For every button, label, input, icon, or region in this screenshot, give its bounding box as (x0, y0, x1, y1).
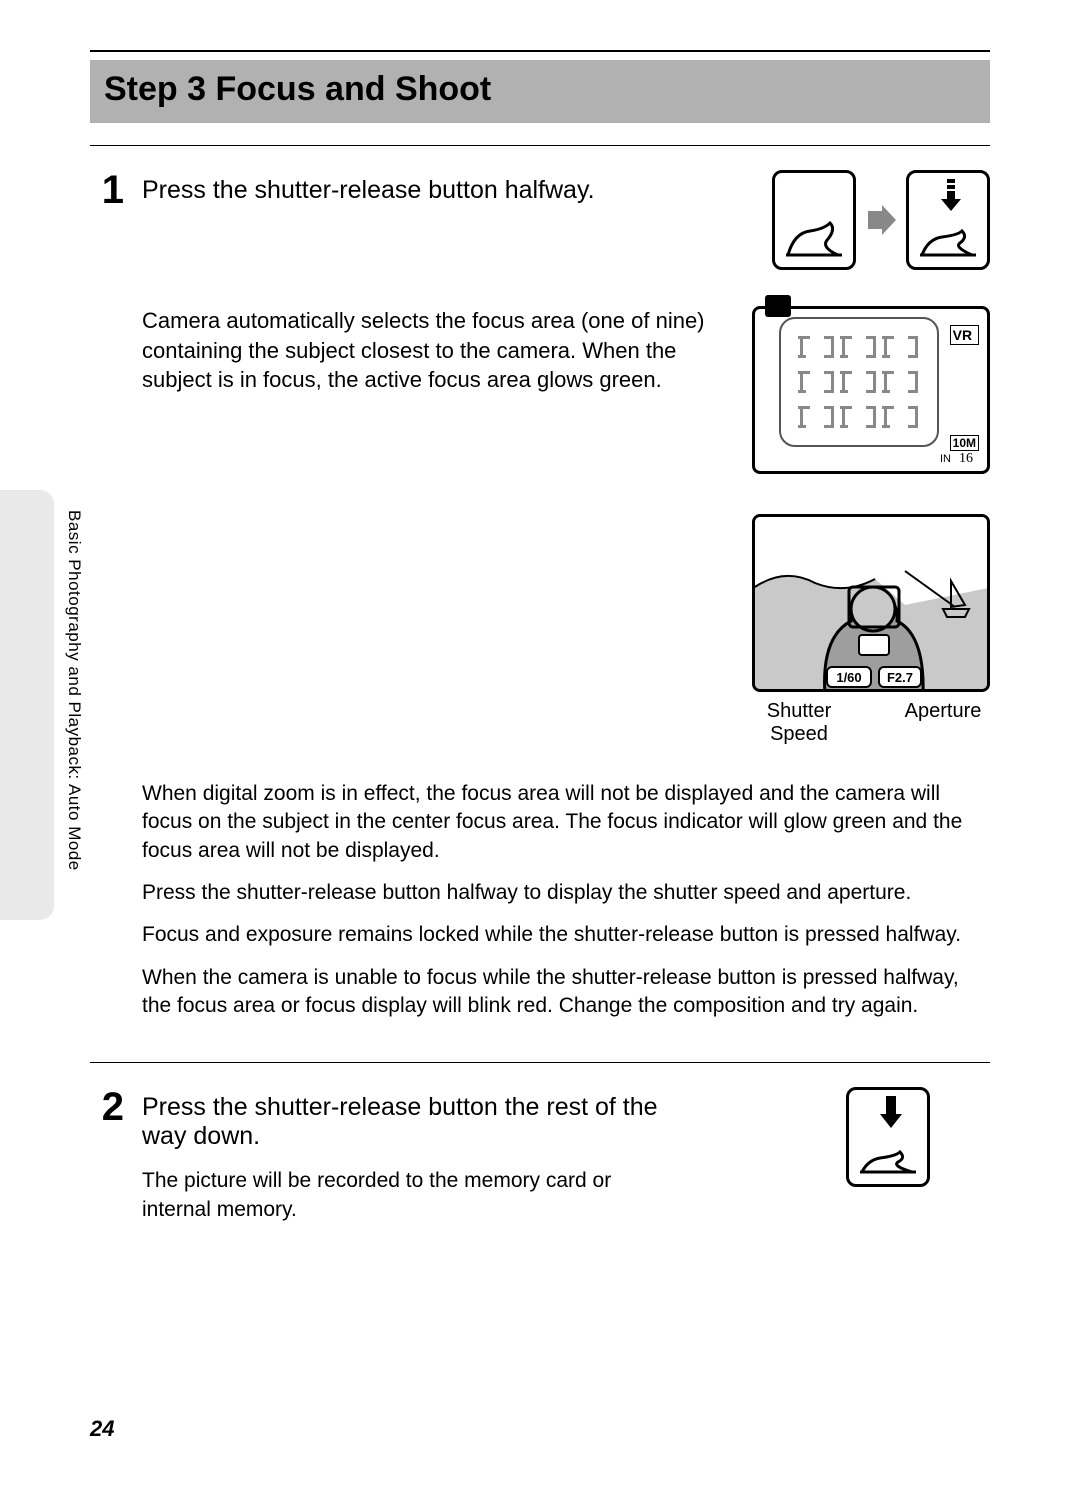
lcd-focus-areas-illustration: VR 10M IN 16 (752, 306, 990, 474)
chapter-side-label: Basic Photography and Playback: Auto Mod… (64, 510, 84, 871)
unable-focus-note: When the camera is unable to focus while… (142, 964, 990, 1021)
shots-remaining: 16 (959, 451, 973, 467)
finger-full-press-icon (858, 1132, 918, 1176)
display-note: Press the shutter-release button halfway… (142, 879, 990, 907)
step-number: 1 (90, 170, 124, 1034)
camera-mode-icon (765, 295, 791, 317)
step2-body: The picture will be recorded to the memo… (142, 1167, 662, 1224)
half-press-illustration (772, 170, 990, 270)
thumb-tab (0, 490, 54, 920)
lock-note: Focus and exposure remains locked while … (142, 921, 990, 949)
arrow-right-icon (866, 205, 896, 235)
image-size-indicator: 10M (950, 435, 979, 451)
step2-title: Press the shutter-release button the res… (142, 1093, 662, 1151)
full-press-illustration (846, 1087, 930, 1187)
focus-area-description: Camera automatically selects the focus a… (142, 306, 732, 395)
shutter-speed-value: 1/60 (836, 670, 861, 685)
shutter-speed-label: Shutter Speed (752, 700, 876, 746)
section-title: Step 3 Focus and Shoot (104, 70, 976, 109)
zoom-note: When digital zoom is in effect, the focu… (142, 780, 990, 865)
page-number: 24 (90, 1416, 114, 1442)
finger-press-icon (918, 215, 978, 259)
viewfinder-scene-illustration: 1/60 F2.7 Shutter Speed Aperture (752, 514, 990, 746)
section-title-bar: Step 3 Focus and Shoot (90, 60, 990, 123)
vr-indicator: VR (950, 325, 979, 345)
finger-icon (784, 215, 844, 259)
arrow-down-solid-icon (879, 1096, 903, 1130)
aperture-label: Aperture (876, 700, 990, 746)
step-number: 2 (90, 1087, 124, 1238)
memory-indicator: IN (940, 453, 951, 465)
arrow-down-icon (939, 179, 963, 213)
aperture-value: F2.7 (887, 670, 913, 685)
step1-title: Press the shutter-release button halfway… (142, 176, 752, 205)
